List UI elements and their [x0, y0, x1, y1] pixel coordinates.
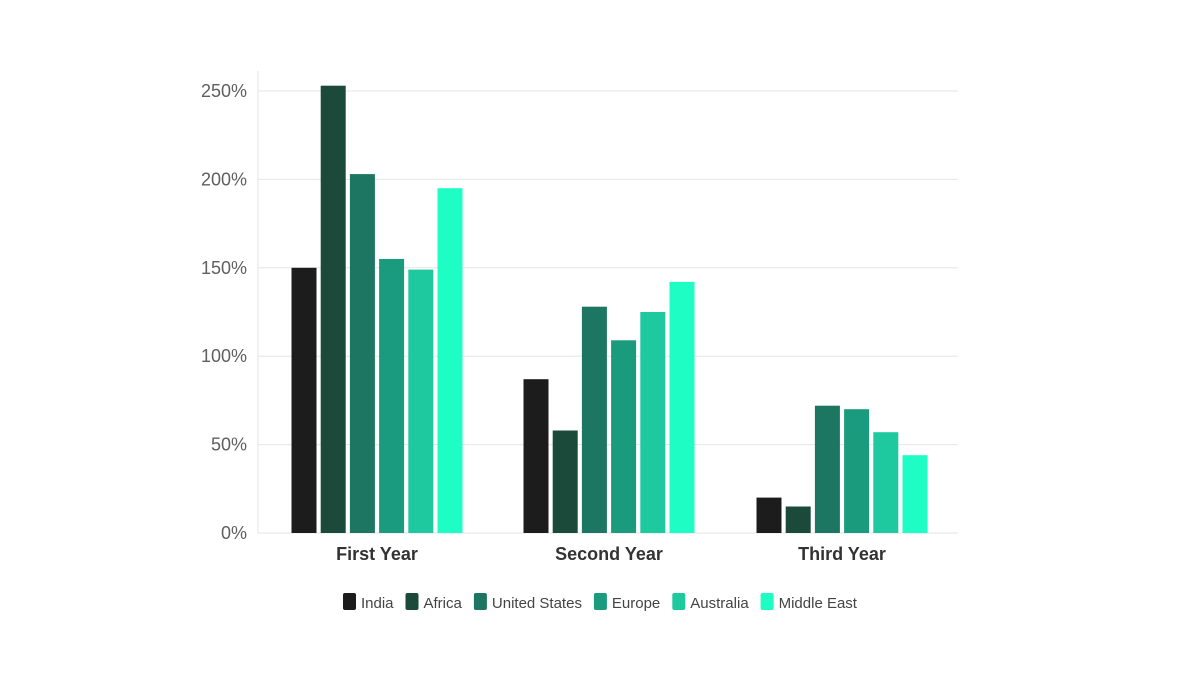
bar-middle-east-third-year [902, 455, 928, 533]
y-axis-tick-labels: 0% 50% 100% 150% 200% 250% [201, 81, 247, 543]
legend-item-africa[interactable]: Africa [405, 593, 463, 612]
y-tick-label: 50% [211, 435, 247, 455]
bar-australia-third-year [873, 432, 899, 533]
legend-swatch [672, 593, 686, 610]
legend-swatch [343, 593, 356, 610]
legend-swatch [405, 593, 419, 610]
y-tick-label: 150% [201, 258, 247, 278]
bar-middle-east-second-year [669, 281, 695, 533]
y-tick-label: 250% [201, 81, 247, 101]
bar-africa-first-year [320, 85, 346, 533]
legend-swatch [593, 593, 607, 610]
bar-australia-first-year [408, 269, 434, 533]
legend-label: Australia [690, 595, 749, 612]
y-tick-label: 100% [201, 346, 247, 366]
legend-item-india[interactable]: India [343, 593, 394, 612]
bar-australia-second-year [640, 312, 666, 533]
legend-label: Middle East [779, 595, 858, 612]
bar-europe-second-year [611, 340, 637, 533]
bar-united-states-third-year [814, 405, 840, 533]
bar-india-first-year [291, 267, 317, 533]
bar-united-states-first-year [349, 174, 375, 533]
bar-united-states-second-year [581, 306, 607, 533]
legend-item-middle-east[interactable]: Middle East [760, 593, 858, 612]
bar-middle-east-first-year [437, 188, 463, 533]
bar-europe-first-year [379, 259, 405, 533]
legend-swatch [473, 593, 487, 610]
x-category-label: Third Year [798, 544, 886, 564]
legend-swatch [760, 593, 774, 610]
bar-india-third-year [756, 497, 782, 533]
legend-item-europe[interactable]: Europe [593, 593, 660, 612]
x-axis-category-labels: First Year Second Year Third Year [336, 544, 886, 564]
legend-item-australia[interactable]: Australia [672, 593, 749, 612]
bar-africa-second-year [552, 430, 578, 533]
bar-india-second-year [523, 379, 549, 533]
bar-europe-third-year [844, 409, 870, 533]
legend-label: India [361, 595, 394, 612]
y-tick-label: 0% [221, 523, 247, 543]
x-category-label: First Year [336, 544, 418, 564]
bars [291, 85, 928, 533]
legend-label: United States [492, 595, 582, 612]
bar-africa-third-year [785, 506, 811, 533]
legend-label: Africa [424, 595, 463, 612]
legend-item-united-states[interactable]: United States [473, 593, 582, 612]
legend: India Africa United States Europe Australia M… [343, 593, 858, 612]
legend-label: Europe [612, 595, 660, 612]
y-tick-label: 200% [201, 169, 247, 189]
x-category-label: Second Year [555, 544, 663, 564]
